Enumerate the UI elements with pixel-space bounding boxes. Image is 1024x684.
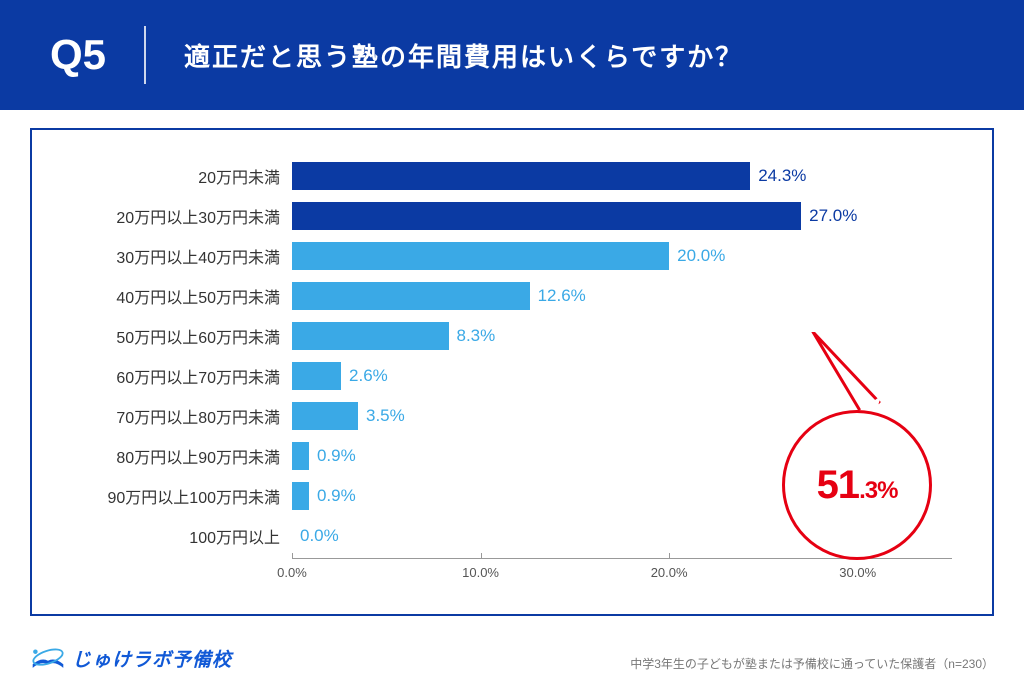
bar — [292, 402, 358, 430]
bar-chart: 20万円未満 24.3% 20万円以上30万円未満 27.0% 30万円以上40万円未満… — [72, 158, 952, 596]
bar-track: 12.6% — [292, 281, 952, 311]
bar — [292, 202, 801, 230]
bar-row: 80万円以上90万円未満 0.9% — [72, 438, 952, 474]
bar-value-label: 8.3% — [449, 326, 496, 346]
bar-label: 80万円以上90万円未満 — [72, 444, 292, 468]
bar-label: 20万円未満 — [72, 164, 292, 188]
bar-value-label: 20.0% — [669, 246, 725, 266]
bar-row: 20万円未満 24.3% — [72, 158, 952, 194]
bar-value-label: 12.6% — [530, 286, 586, 306]
bar — [292, 162, 750, 190]
bar-label: 40万円以上50万円未満 — [72, 284, 292, 308]
x-tick-label: 10.0% — [462, 565, 499, 580]
bar — [292, 362, 341, 390]
bar-label: 60万円以上70万円未満 — [72, 364, 292, 388]
bar-track: 0.9% — [292, 481, 952, 511]
bar-track: 8.3% — [292, 321, 952, 351]
bar-track: 20.0% — [292, 241, 952, 271]
bar-value-label: 0.9% — [309, 446, 356, 466]
bar-label: 90万円以上100万円未満 — [72, 484, 292, 508]
bar-row: 40万円以上50万円未満 12.6% — [72, 278, 952, 314]
bar-track: 24.3% — [292, 161, 952, 191]
bar-label: 70万円以上80万円未満 — [72, 404, 292, 428]
question-number: Q5 — [50, 26, 146, 84]
footnote-text: 中学3年生の子どもが塾または予備校に通っていた保護者（n=230） — [630, 655, 994, 672]
bar-row: 60万円以上70万円未満 2.6% — [72, 358, 952, 394]
bar-row: 90万円以上100万円未満 0.9% — [72, 478, 952, 514]
x-axis-track: 0.0%10.0%20.0%30.0% — [292, 558, 952, 582]
bar — [292, 322, 449, 350]
bar-value-label: 0.9% — [309, 486, 356, 506]
bar-value-label: 3.5% — [358, 406, 405, 426]
logo: じゅけラボ予備校 — [30, 644, 232, 672]
bar-value-label: 0.0% — [292, 526, 339, 546]
bar-label: 20万円以上30万円未満 — [72, 204, 292, 228]
header: Q5 適正だと思う塾の年間費用はいくらですか？ — [0, 0, 1024, 110]
bar-label: 100万円以上 — [72, 524, 292, 548]
bar-row: 50万円以上60万円未満 8.3% — [72, 318, 952, 354]
question-title: 適正だと思う塾の年間費用はいくらですか？ — [184, 37, 743, 74]
bar — [292, 442, 309, 470]
logo-text: じゅけラボ予備校 — [72, 645, 232, 672]
footer: じゅけラボ予備校 中学3年生の子どもが塾または予備校に通っていた保護者（n=23… — [30, 644, 994, 672]
bar-track: 3.5% — [292, 401, 952, 431]
logo-book-icon — [30, 644, 66, 672]
bar-row: 100万円以上0.0% — [72, 518, 952, 554]
chart-container: 20万円未満 24.3% 20万円以上30万円未満 27.0% 30万円以上40万円未満… — [30, 128, 994, 616]
bar — [292, 282, 530, 310]
bar-track: 2.6% — [292, 361, 952, 391]
bar-label: 50万円以上60万円未満 — [72, 324, 292, 348]
x-tick-label: 30.0% — [839, 565, 876, 580]
bar-row: 20万円以上30万円未満 27.0% — [72, 198, 952, 234]
bar-label: 30万円以上40万円未満 — [72, 244, 292, 268]
bar — [292, 242, 669, 270]
bar — [292, 482, 309, 510]
x-axis: 0.0% 10.0% 20.0% 30.0% — [72, 558, 952, 582]
bar-track: 27.0% — [292, 201, 952, 231]
x-tick-label: 0.0% — [277, 565, 307, 580]
bar-row: 70万円以上80万円未満 3.5% — [72, 398, 952, 434]
bar-track: 0.0% — [292, 521, 952, 551]
bar-track: 0.9% — [292, 441, 952, 471]
bar-row: 30万円以上40万円未満 20.0% — [72, 238, 952, 274]
bar-value-label: 2.6% — [341, 366, 388, 386]
x-tick-label: 20.0% — [651, 565, 688, 580]
bar-value-label: 27.0% — [801, 206, 857, 226]
bar-value-label: 24.3% — [750, 166, 806, 186]
